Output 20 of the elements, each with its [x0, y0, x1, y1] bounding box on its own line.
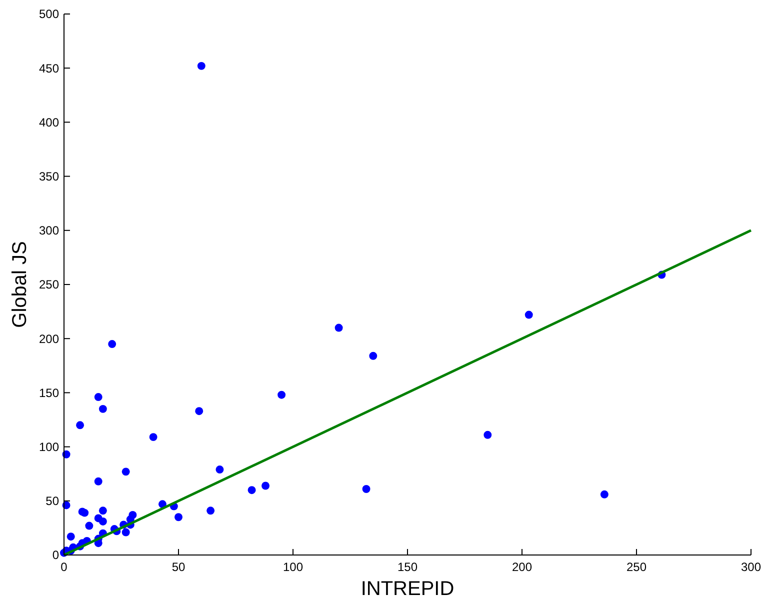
- y-tick-label: 250: [38, 278, 60, 292]
- x-tick-label: 150: [397, 560, 418, 574]
- y-axis-title: Global JS: [9, 241, 31, 328]
- y-tick-label: 200: [38, 332, 60, 346]
- y-tick-label: 400: [38, 115, 60, 130]
- x-tick-label: 250: [626, 560, 647, 574]
- y-tick-label: 100: [38, 440, 60, 454]
- x-tick-label: 300: [740, 560, 762, 574]
- y-tick-label: 150: [38, 386, 60, 400]
- y-tick-label: 350: [38, 170, 60, 184]
- x-tick-label: 50: [172, 560, 186, 574]
- y-tick-label: 450: [38, 61, 60, 76]
- y-tick-label: 0: [52, 548, 60, 562]
- x-tick-label: 0: [60, 560, 68, 574]
- x-tick-label: 200: [512, 560, 532, 574]
- y-tick-label: 300: [38, 224, 60, 238]
- y-tick-label: 50: [46, 494, 60, 508]
- x-tick-label: 100: [282, 560, 304, 574]
- y-tick-label: 500: [38, 7, 60, 22]
- x-axis-title: INTREPID: [360, 578, 454, 600]
